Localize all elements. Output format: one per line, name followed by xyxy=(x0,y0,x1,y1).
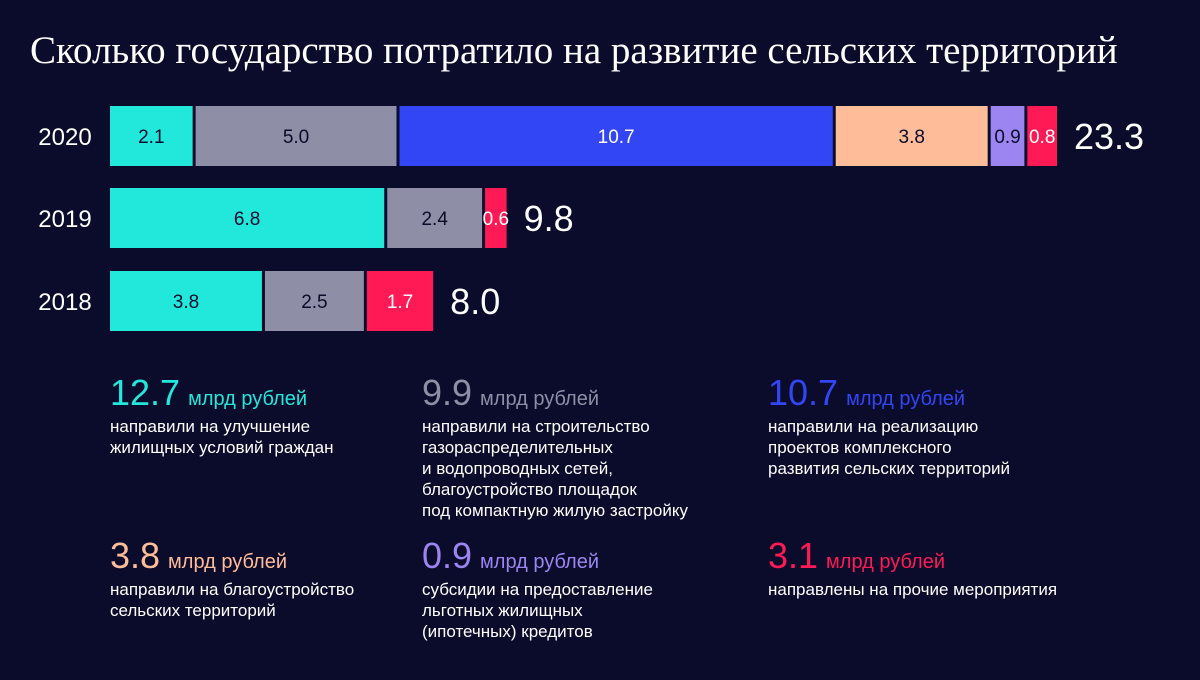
bar-segment-improvement xyxy=(835,106,988,166)
stacked-bar-chart: 2020 2.1 5.0 10.7 3.8 0.9 0.8 23.3 2019 6.8 2.4 0.6… xyxy=(38,106,1144,331)
bar-segment-networks xyxy=(195,106,397,166)
legend-unit: млрд рублей xyxy=(826,551,946,573)
legend-item-other: 3.1 млрд рублей направлены на прочие меро… xyxy=(768,538,1057,600)
legend-unit: млрд рублей xyxy=(480,551,600,573)
legend-unit: млрд рублей xyxy=(846,388,966,410)
legend-description: субсидии на предоставление льготных жили… xyxy=(422,580,653,641)
data-label: 2.5 xyxy=(301,292,327,313)
data-label: 0.8 xyxy=(1029,127,1055,148)
data-label: 0.6 xyxy=(483,209,509,230)
legend-item-networks: 9.9 млрд рублей направили на строительств… xyxy=(422,375,688,521)
bar-segment-mortgage xyxy=(990,106,1025,166)
bar-segment-complex xyxy=(399,106,833,166)
data-label: 2.4 xyxy=(421,209,448,230)
legend-value: 3.8 xyxy=(110,535,161,576)
legend-item-mortgage: 0.9 млрд рублей субсидии на предоставлени… xyxy=(422,538,653,642)
legend-unit: млрд рублей xyxy=(188,388,308,410)
y-tick-label: 2020 xyxy=(38,124,91,151)
legend-item-housing: 12.7 млрд рублей направили на улучшение ж… xyxy=(110,375,333,458)
data-label: 3.8 xyxy=(173,292,199,313)
y-tick-label: 2019 xyxy=(38,206,91,233)
total-label: 8.0 xyxy=(450,281,500,322)
legend-value: 9.9 xyxy=(422,372,473,413)
legend-description: направили на улучшение жилищных условий … xyxy=(110,417,334,457)
data-label: 5.0 xyxy=(283,127,309,148)
legend-value: 12.7 xyxy=(110,372,181,413)
bar-segment-housing xyxy=(110,188,385,248)
data-label: 6.8 xyxy=(234,209,260,230)
data-label: 0.9 xyxy=(994,127,1020,148)
legend-item-complex: 10.7 млрд рублей направили на реализацию … xyxy=(768,375,1010,479)
legend-description: направлены на прочие мероприятия xyxy=(768,580,1058,599)
data-label: 10.7 xyxy=(598,127,635,148)
legend-value: 10.7 xyxy=(768,372,839,413)
legend-unit: млрд рублей xyxy=(480,388,600,410)
total-label: 9.8 xyxy=(524,198,574,239)
legend-value: 3.1 xyxy=(768,535,819,576)
legend-value: 0.9 xyxy=(422,535,473,576)
legend-unit: млрд рублей xyxy=(168,551,288,573)
bar-segment-housing xyxy=(110,271,262,331)
data-label: 3.8 xyxy=(899,127,925,148)
legend-description: направили на строительство газораспредел… xyxy=(422,417,688,520)
bar-segment-networks xyxy=(264,271,364,331)
bar-segment-other xyxy=(1027,106,1057,166)
data-label: 1.7 xyxy=(387,292,413,313)
y-tick-label: 2018 xyxy=(38,289,91,316)
bar-segment-housing xyxy=(110,106,193,166)
bar-segment-other xyxy=(485,188,507,248)
legend-description: направили на реализацию проектов комплек… xyxy=(768,417,1011,478)
chart-title: Сколько государство потратило на развити… xyxy=(30,29,1118,72)
bar-segment-other xyxy=(366,271,434,331)
total-label: 23.3 xyxy=(1074,116,1144,157)
legend-description: направили на благоустройство сельских те… xyxy=(110,580,355,620)
bar-segment-networks xyxy=(387,188,483,248)
legend-item-improvement: 3.8 млрд рублей направили на благоустройс… xyxy=(110,538,354,621)
data-label: 2.1 xyxy=(138,127,164,148)
